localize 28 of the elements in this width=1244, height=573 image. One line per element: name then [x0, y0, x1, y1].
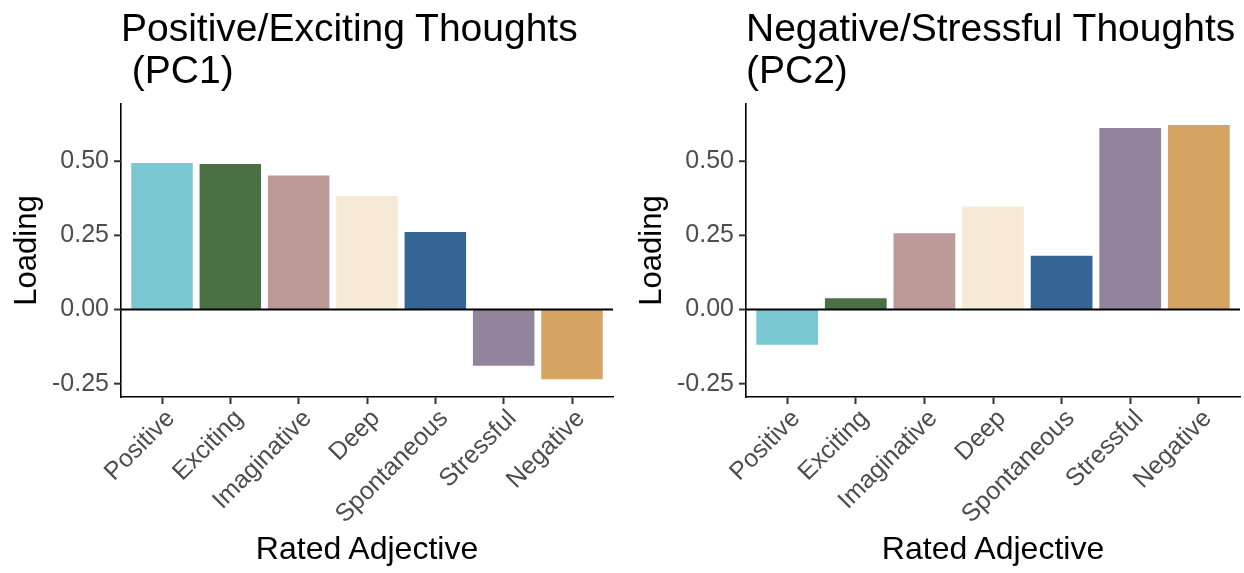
bar [1167, 125, 1230, 310]
y-tick-label: 0.50 [685, 145, 734, 174]
y-tick-label: -0.25 [677, 367, 734, 396]
chart-title: Negative/Stressful Thoughts (PC2) [746, 6, 1236, 91]
y-tick-label: 0.50 [60, 145, 109, 174]
bar [541, 309, 603, 380]
y-tick-label: 0.00 [685, 293, 734, 322]
y-tick-label: 0.25 [685, 219, 734, 248]
bar [336, 195, 398, 310]
bar [893, 233, 956, 310]
bar [962, 206, 1024, 310]
chart-title: Positive/Exciting Thoughts (PC1) [121, 6, 578, 91]
bar [199, 163, 262, 310]
bar [131, 163, 193, 310]
x-axis-title: Rated Adjective [881, 529, 1105, 566]
bar [472, 309, 535, 366]
y-tick-label: 0.25 [60, 219, 109, 248]
y-tick-label: 0.00 [60, 293, 109, 322]
bar [1030, 255, 1093, 310]
y-axis-title: Loading [8, 195, 44, 306]
bar [756, 309, 819, 345]
y-axis-title: Loading [633, 195, 669, 306]
bar [824, 298, 887, 310]
x-axis-title: Rated Adjective [255, 529, 479, 566]
bar [267, 175, 330, 310]
y-tick-label: -0.25 [52, 367, 109, 396]
bar [1099, 128, 1162, 310]
bar [404, 232, 467, 310]
